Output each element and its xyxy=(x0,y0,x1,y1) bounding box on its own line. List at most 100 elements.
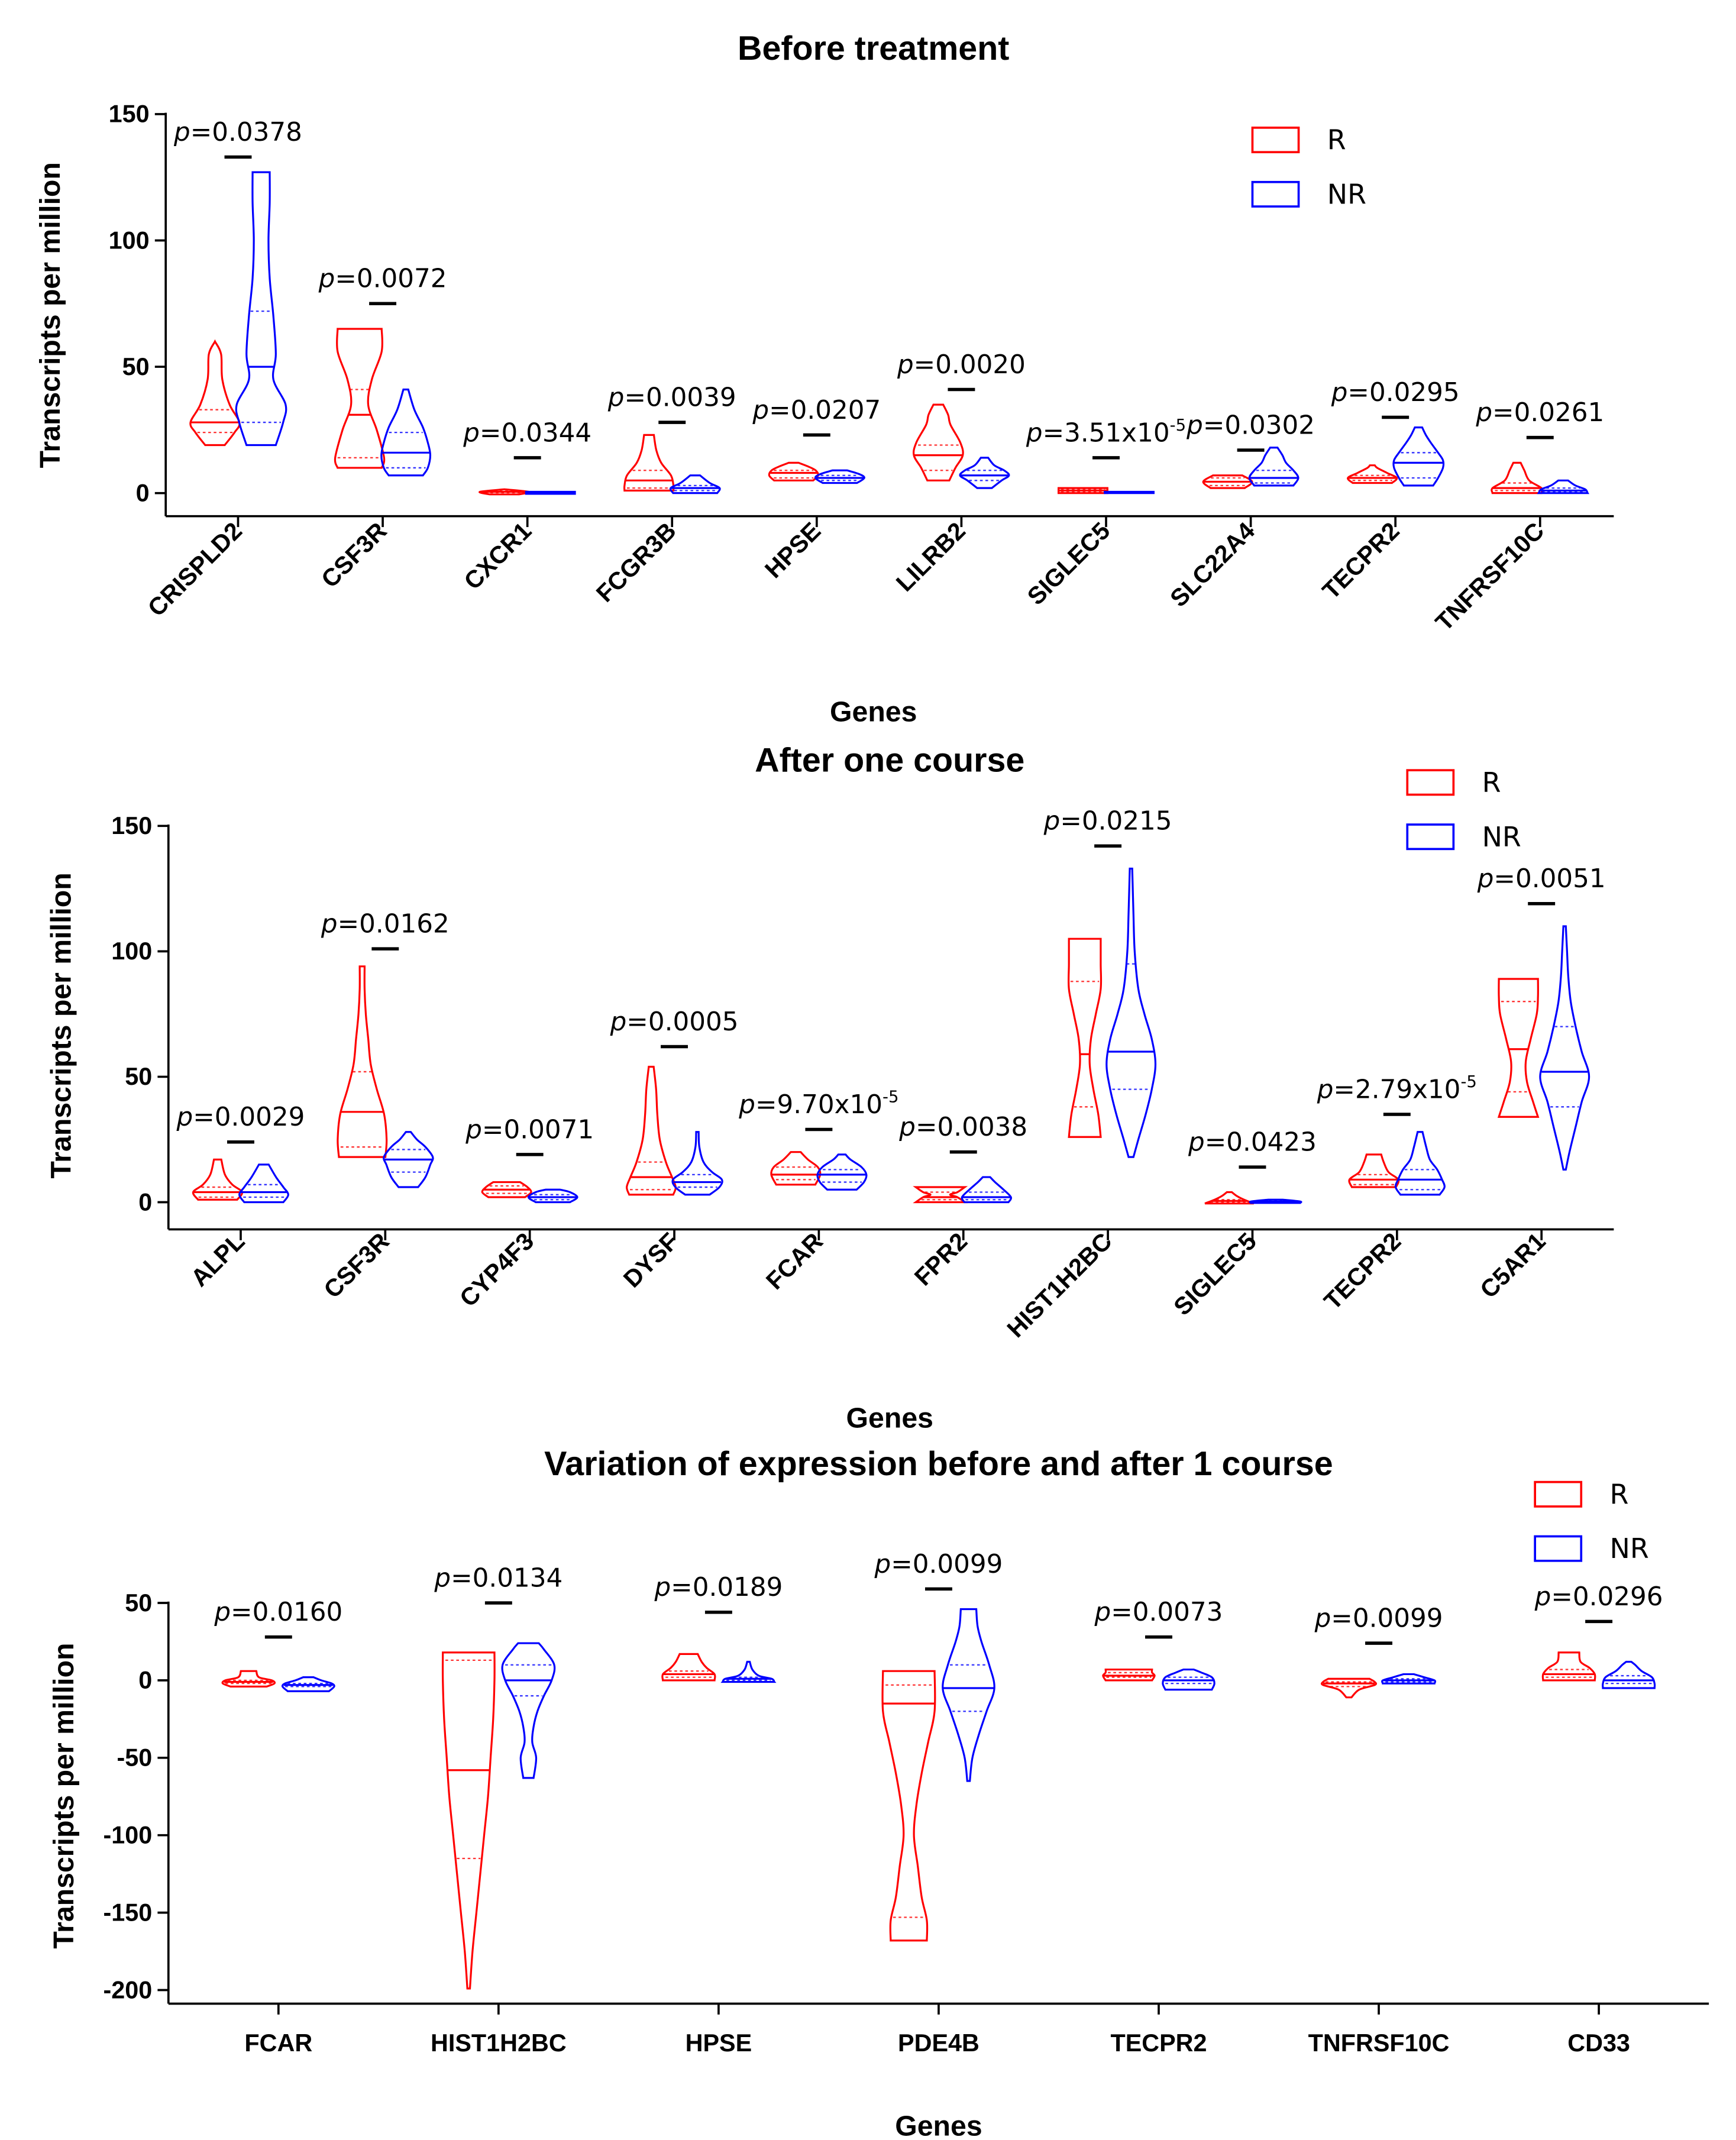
violin-outline xyxy=(961,1176,1012,1204)
violin-outline xyxy=(189,339,241,447)
p-value-number: =0.0005 xyxy=(626,1007,738,1037)
violin-r xyxy=(770,1151,822,1186)
violin-outline xyxy=(1392,426,1445,487)
category-label: DYSF xyxy=(618,1227,683,1292)
p-symbol: p xyxy=(898,1113,916,1142)
p-symbol: p xyxy=(1475,398,1492,428)
p-value-label: p=0.0378 xyxy=(173,118,302,147)
category-label: TNFRSF10C xyxy=(1308,2029,1450,2057)
p-value-number: =0.0215 xyxy=(1060,807,1172,836)
x-axis-label: Genes xyxy=(830,696,917,728)
p-value-label: p=0.0099 xyxy=(1314,1604,1443,1634)
violin-r xyxy=(337,965,388,1158)
p-value-label: p=0.0215 xyxy=(1043,807,1172,836)
p-symbol: p xyxy=(176,1103,193,1132)
p-value-label: p=0.0134 xyxy=(434,1563,562,1593)
p-symbol: p xyxy=(1331,378,1348,408)
p-value-label: p=0.0296 xyxy=(1534,1582,1663,1612)
y-tick-label: 100 xyxy=(111,938,152,965)
legend-label-r: R xyxy=(1482,767,1501,799)
violin-nr xyxy=(1249,1198,1302,1204)
violin-nr xyxy=(380,388,432,477)
violin-nr xyxy=(1104,490,1155,494)
category-label: TECPR2 xyxy=(1110,2029,1207,2057)
violin-outline xyxy=(501,1642,556,1779)
chart-title: Variation of expression before and after… xyxy=(544,1445,1333,1483)
violin-r xyxy=(661,1653,716,1682)
y-tick-label: 0 xyxy=(138,1188,152,1216)
violin-nr xyxy=(1394,1131,1446,1196)
y-tick-label: -150 xyxy=(104,1899,153,1926)
p-value-label: p=0.0302 xyxy=(1186,410,1315,440)
category-label: TNFRSF10C xyxy=(1430,517,1549,636)
violin-nr xyxy=(814,469,865,484)
p-symbol: p xyxy=(434,1563,451,1593)
p-symbol: p xyxy=(610,1007,627,1037)
violin-r xyxy=(768,461,819,481)
y-tick-label: 50 xyxy=(125,1063,152,1090)
p-value-label: p=0.0207 xyxy=(752,396,881,425)
violin-outline xyxy=(881,1670,936,1942)
violin-outline xyxy=(1537,479,1590,494)
p-value-label: p=0.0029 xyxy=(176,1103,305,1132)
legend-swatch-r xyxy=(1406,769,1455,796)
category-label: CD33 xyxy=(1567,2029,1630,2057)
p-value-exponent: -5 xyxy=(1170,416,1186,435)
p-value-label: p=0.0051 xyxy=(1477,864,1606,894)
y-tick-label: 0 xyxy=(136,479,150,506)
p-symbol: p xyxy=(465,1115,482,1145)
violin-outline xyxy=(1602,1660,1656,1689)
violin-nr xyxy=(961,1176,1012,1204)
p-value-label: p=0.0160 xyxy=(214,1598,342,1627)
y-axis-label: Transcripts per million xyxy=(48,1643,80,1949)
p-value-exponent: -5 xyxy=(882,1088,898,1107)
p-value-label: p=3.51x10-5 xyxy=(1026,416,1186,448)
violin-nr xyxy=(235,171,287,447)
category-label: CSF3R xyxy=(316,517,392,593)
p-value-number: =0.0072 xyxy=(335,264,447,294)
category-label: HIST1H2BC xyxy=(431,2029,567,2057)
violin-r xyxy=(623,434,675,492)
p-value-number: =0.0302 xyxy=(1203,410,1315,440)
violin-nr xyxy=(816,1153,868,1191)
p-symbol: p xyxy=(321,910,338,939)
violin-r xyxy=(479,488,531,496)
violin-outline xyxy=(334,328,386,469)
violin-nr xyxy=(1162,1668,1215,1691)
legend: R NR xyxy=(1251,124,1366,210)
p-value-number: =0.0099 xyxy=(1331,1604,1443,1634)
chart-title: After one course xyxy=(755,741,1024,779)
violin-r xyxy=(1102,1668,1156,1682)
category-label: CRISPLD2 xyxy=(143,517,247,622)
legend-swatch-r xyxy=(1251,127,1300,154)
p-symbol: p xyxy=(654,1573,671,1602)
violin-nr xyxy=(1381,1673,1437,1685)
p-value-label: p=0.0261 xyxy=(1475,398,1604,428)
violin-outline xyxy=(770,1151,822,1186)
category-label: PDE4B xyxy=(898,2029,979,2057)
category-label: CXCR1 xyxy=(459,517,537,595)
violin-outline xyxy=(1067,938,1103,1138)
p-symbol: p xyxy=(738,1090,755,1120)
p-value-mantissa: =3.51x10 xyxy=(1043,418,1170,448)
legend-label-nr: NR xyxy=(1327,178,1366,210)
violin-nr xyxy=(1602,1660,1656,1689)
violin-nr xyxy=(1539,925,1590,1171)
legend-swatch-nr xyxy=(1406,823,1455,851)
violin-nr xyxy=(383,1131,434,1188)
violin-nr xyxy=(720,1660,777,1683)
category-label: HPSE xyxy=(686,2029,752,2057)
violin-nr xyxy=(1248,447,1299,487)
chart-panel-3: Variation of expression before and after… xyxy=(48,1445,1709,2139)
y-tick-label: 150 xyxy=(109,101,150,128)
p-value-number: =0.0073 xyxy=(1111,1598,1223,1627)
violin-r xyxy=(1067,938,1103,1138)
chart-panel-2: After one course 150 100 50 0 Transcripts per… xyxy=(45,741,1614,1434)
p-symbol: p xyxy=(1043,807,1061,836)
violin-outline xyxy=(626,1065,677,1196)
p-value-label: p=0.0039 xyxy=(607,383,736,412)
category-label: SIGLEC5 xyxy=(1168,1227,1262,1321)
p-symbol: p xyxy=(897,350,914,380)
